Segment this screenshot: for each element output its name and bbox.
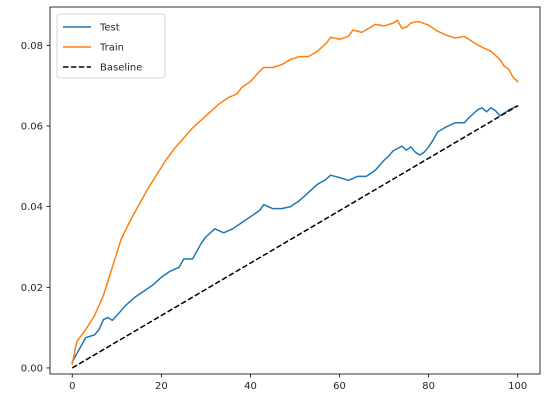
y-tick-label: 0.00: [21, 363, 43, 374]
series-line-baseline: [71, 105, 519, 369]
plot-area: [71, 19, 519, 369]
y-tick-label: 0.02: [21, 283, 43, 294]
y-tick-label: 0.06: [21, 121, 43, 132]
legend-label-test: Test: [99, 23, 120, 34]
x-tick-label: 100: [508, 381, 527, 392]
legend-label-train: Train: [99, 43, 124, 54]
series-line-test: [71, 104, 519, 363]
legend-label-baseline: Baseline: [100, 63, 142, 74]
x-tick-label: 80: [422, 381, 435, 392]
axes-frame: [49, 6, 541, 375]
series-line-train: [71, 19, 519, 365]
axes: 0 20 40 60 80 100 0.00 0.02 0.04 0.06 0.08: [21, 6, 541, 392]
y-tick-label: 0.04: [21, 202, 43, 213]
x-tick-label: 60: [333, 381, 346, 392]
legend-box: [56, 13, 166, 79]
x-tick-label: 20: [155, 381, 168, 392]
y-tick-label: 0.08: [21, 41, 43, 52]
legend: Test Train Baseline: [56, 13, 166, 79]
x-tick-label: 0: [69, 381, 75, 392]
x-tick-label: 40: [244, 381, 257, 392]
